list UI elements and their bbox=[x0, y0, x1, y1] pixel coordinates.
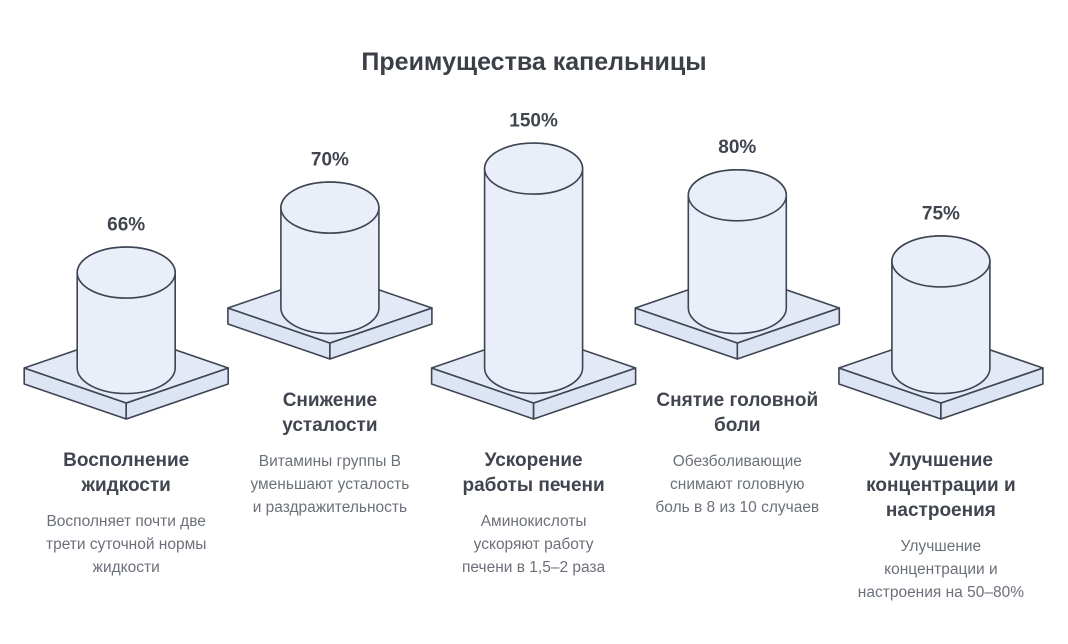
svg-text:70%: 70% bbox=[311, 150, 349, 171]
svg-text:80%: 80% bbox=[718, 137, 756, 158]
svg-text:66%: 66% bbox=[107, 215, 145, 236]
svg-text:75%: 75% bbox=[922, 203, 960, 224]
svg-text:150%: 150% bbox=[509, 111, 558, 132]
